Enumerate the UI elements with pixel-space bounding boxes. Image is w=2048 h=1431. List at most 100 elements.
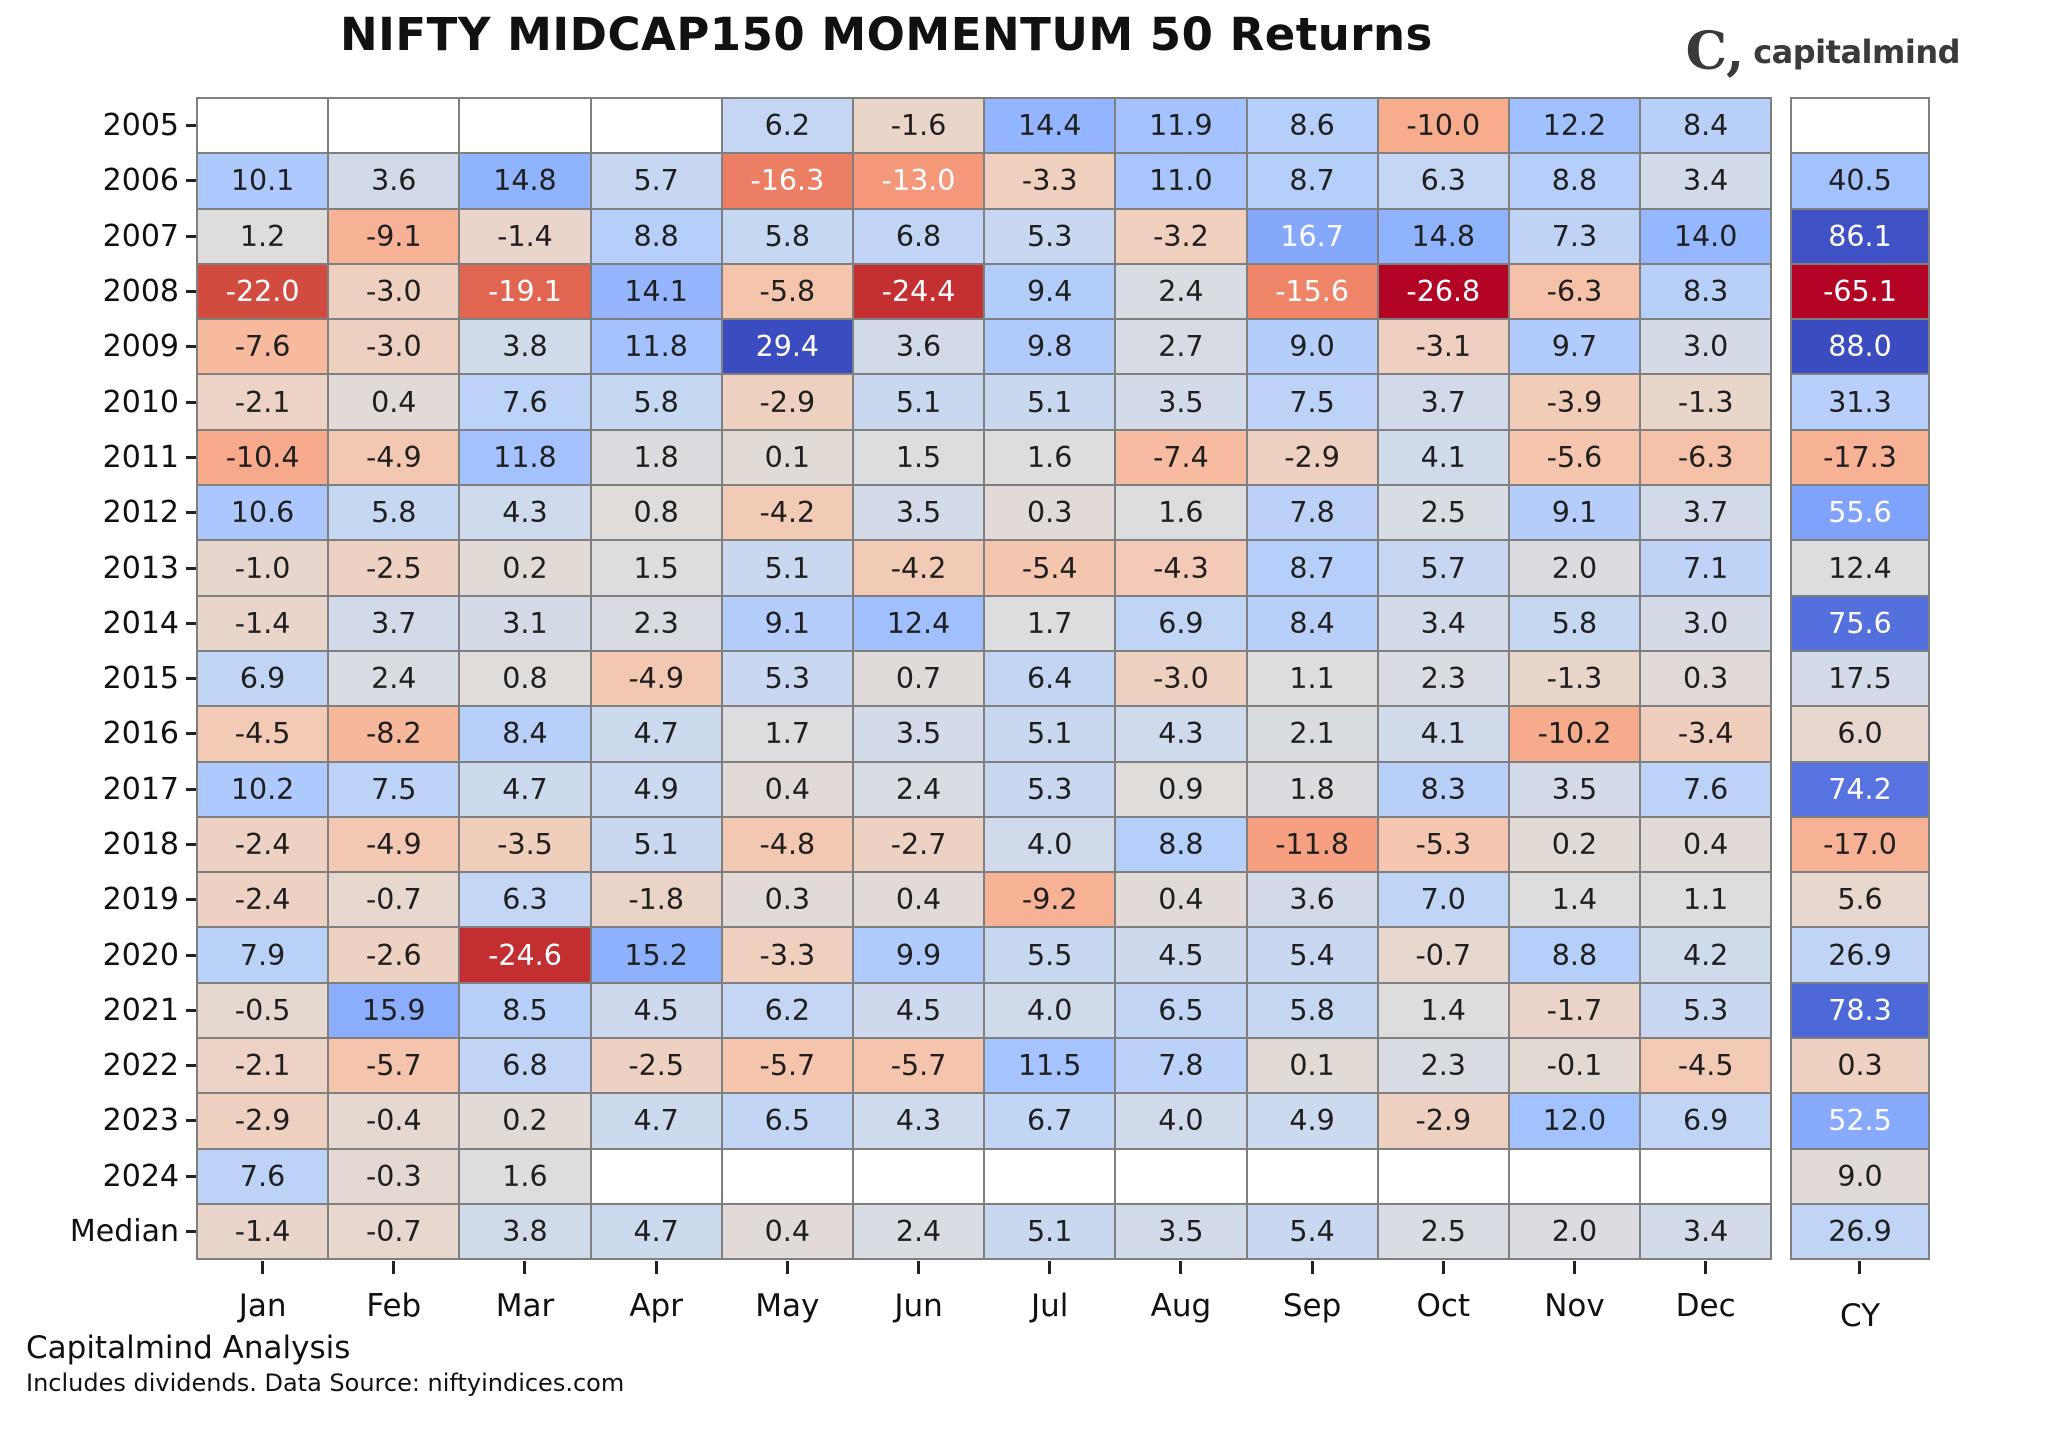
heatmap-cell: 2.4 — [1116, 264, 1246, 319]
heatmap-cell: 8.5 — [460, 983, 590, 1038]
heatmap-cell: -1.6 — [853, 99, 984, 153]
heatmap-cell: 55.6 — [1792, 486, 1928, 540]
heatmap-cell: 5.5 — [985, 928, 1115, 982]
heatmap-cell: 3.6 — [329, 154, 459, 208]
month-label: May — [755, 1288, 820, 1324]
heatmap-cell: 0.4 — [722, 762, 852, 816]
heatmap-cell: 5.8 — [1247, 983, 1377, 1038]
heatmap-cell: 11.5 — [985, 1039, 1115, 1093]
heatmap-cell: -9.1 — [329, 209, 459, 263]
x-axis-tick — [523, 1261, 527, 1274]
heatmap-cell: 1.5 — [591, 541, 721, 595]
heatmap-cell: -13.0 — [853, 154, 984, 208]
heatmap-cell: 14.0 — [1641, 209, 1771, 263]
x-axis-ticks — [196, 1261, 1776, 1275]
x-axis-tick — [1572, 1261, 1576, 1274]
heatmap-cell: 0.3 — [722, 873, 852, 927]
heatmap-cell: -10.0 — [1378, 99, 1508, 153]
heatmap-cell: 2.4 — [329, 651, 459, 706]
heatmap-cell: 0.2 — [460, 1094, 590, 1148]
y-axis-year-labels: 2005 2006 2007 2008 2009 2010 2011 2012 2013 2014… — [0, 97, 198, 1260]
y-axis-row-label: 2022 — [2, 1039, 196, 1092]
heatmap-cell: 6.7 — [985, 1094, 1115, 1148]
heatmap-cell: 7.8 — [1116, 1039, 1246, 1093]
heatmap-cell: 7.6 — [198, 1149, 328, 1203]
year-label: 2023 — [102, 1103, 179, 1139]
heatmap-cell: 4.0 — [1116, 1094, 1246, 1148]
heatmap-cell: 3.7 — [1378, 375, 1508, 429]
month-label: Apr — [629, 1288, 683, 1324]
heatmap-cell: 6.2 — [722, 99, 852, 153]
heatmap-cell: 10.1 — [198, 154, 328, 208]
y-axis-tick — [186, 511, 196, 515]
heatmap-cell: 9.1 — [722, 596, 852, 650]
heatmap-cell: -11.8 — [1247, 817, 1377, 872]
heatmap-cell: -15.6 — [1247, 264, 1377, 319]
heatmap-cell: 29.4 — [722, 320, 852, 374]
y-axis-tick — [186, 566, 196, 570]
heatmap-cell: 3.7 — [1641, 486, 1771, 540]
heatmap-cell: -4.9 — [329, 817, 459, 872]
heatmap-cell: 1.7 — [722, 707, 852, 761]
heatmap-cell: 8.4 — [1641, 99, 1771, 153]
heatmap-cell: 8.7 — [1247, 154, 1377, 208]
heatmap-cell: 8.4 — [1247, 596, 1377, 650]
heatmap-cell: 14.8 — [460, 154, 590, 208]
y-axis-row-label: 2018 — [2, 818, 196, 871]
heatmap-cell: -2.4 — [198, 873, 328, 927]
y-axis-row-label: 2020 — [2, 928, 196, 981]
y-axis-tick — [186, 1064, 196, 1068]
heatmap-cell: 5.8 — [722, 209, 852, 263]
heatmap-cell: 3.6 — [1247, 873, 1377, 927]
year-label: 2018 — [102, 827, 179, 862]
month-label: Mar — [495, 1288, 555, 1324]
y-axis-tick — [186, 1119, 196, 1123]
y-axis-tick — [186, 953, 196, 957]
heatmap-cell: -3.2 — [1116, 209, 1246, 263]
monthly-returns-grid: 6.2 -1.6 14.4 11.9 8.6 -10.0 12.2 8.4 10.1 3.6 14.… — [196, 97, 1773, 1261]
heatmap-cell: 6.2 — [722, 983, 852, 1038]
month-label: Oct — [1416, 1288, 1471, 1324]
heatmap-cell: 2.4 — [853, 1204, 984, 1259]
heatmap-cell: 9.7 — [1509, 320, 1640, 374]
heatmap-cell: -2.6 — [329, 928, 459, 982]
heatmap-cell: 4.2 — [1641, 928, 1771, 982]
heatmap-cell: -2.1 — [198, 375, 328, 429]
y-axis-tick — [186, 124, 196, 128]
heatmap-cell: -0.5 — [198, 983, 328, 1038]
heatmap-cell: 7.8 — [1247, 486, 1377, 540]
heatmap-cell: -3.1 — [1378, 320, 1508, 374]
y-axis-tick — [186, 732, 196, 736]
year-label: 2024 — [102, 1158, 179, 1194]
heatmap-cell: -2.7 — [853, 817, 984, 872]
heatmap-cell: 4.3 — [460, 486, 590, 540]
heatmap-cell — [1247, 1149, 1377, 1203]
capitalmind-logo-text: capitalmind — [1753, 33, 1960, 71]
heatmap-cell: 9.0 — [1247, 320, 1377, 374]
x-axis-month-labels: Jan Feb Mar Apr May Jun Jul Aug Sep Oct Nov Dec — [196, 1288, 1776, 1324]
year-label: Median — [69, 1214, 179, 1250]
heatmap-cell: 10.6 — [198, 486, 328, 540]
heatmap-cell: 8.8 — [1509, 154, 1640, 208]
heatmap-cell — [853, 1149, 984, 1203]
y-axis-row-label: Median — [2, 1205, 196, 1258]
heatmap-cell: 11.8 — [591, 320, 721, 374]
heatmap-cell: 15.2 — [591, 928, 721, 982]
heatmap-cell: -5.4 — [985, 541, 1115, 595]
heatmap-cell: 9.1 — [1509, 486, 1640, 540]
heatmap-cell: 7.5 — [1247, 375, 1377, 429]
heatmap-cell: 26.9 — [1792, 1204, 1928, 1259]
heatmap-cell: 3.5 — [1509, 762, 1640, 816]
heatmap-cell: -10.2 — [1509, 707, 1640, 761]
heatmap-cell: 4.7 — [591, 1204, 721, 1259]
heatmap-cell — [198, 99, 328, 153]
heatmap-cell: -4.2 — [722, 486, 852, 540]
x-axis-tick — [785, 1261, 789, 1274]
heatmap-cell: 5.1 — [722, 541, 852, 595]
heatmap-cell: 3.5 — [1116, 375, 1246, 429]
heatmap-cell: -0.4 — [329, 1094, 459, 1148]
heatmap-cell: 6.9 — [198, 651, 328, 706]
heatmap-cell: 5.8 — [329, 486, 459, 540]
heatmap-cell: -26.8 — [1378, 264, 1508, 319]
heatmap-cell: 0.8 — [591, 486, 721, 540]
